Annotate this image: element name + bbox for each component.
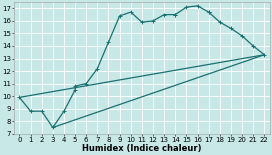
X-axis label: Humidex (Indice chaleur): Humidex (Indice chaleur) — [82, 144, 202, 153]
